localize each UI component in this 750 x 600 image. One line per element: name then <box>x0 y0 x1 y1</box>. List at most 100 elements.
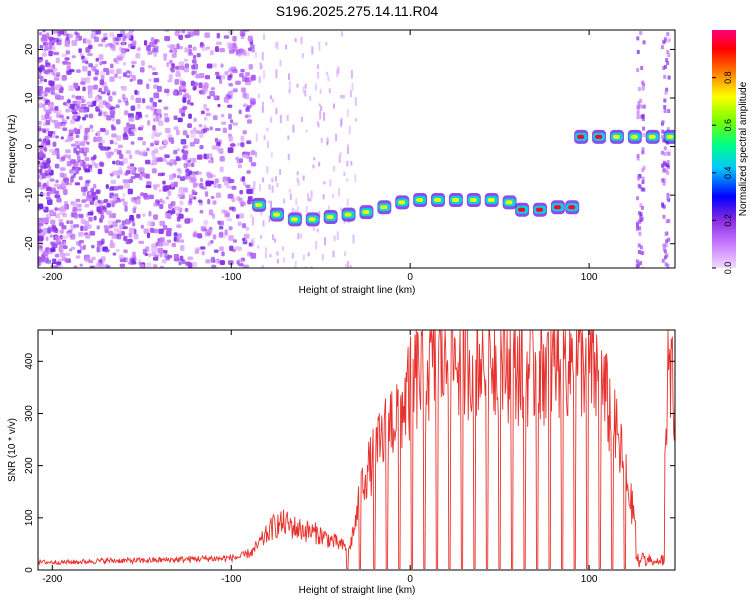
noise-cell <box>663 74 667 79</box>
noise-cell <box>637 183 641 188</box>
noise-cell <box>145 105 151 110</box>
noise-cell <box>663 255 667 260</box>
noise-cell <box>660 150 664 155</box>
noise-cell <box>184 92 189 99</box>
noise-cell <box>87 211 94 216</box>
noise-cell <box>354 97 357 106</box>
noise-cell <box>78 147 85 154</box>
ridge-peak <box>451 198 459 202</box>
noise-cell <box>264 251 267 259</box>
noise-cell <box>276 182 279 188</box>
noise-cell <box>642 133 646 138</box>
noise-cell <box>199 41 204 47</box>
noise-cell <box>38 229 43 233</box>
noise-cell <box>182 145 186 149</box>
noise-cell <box>100 91 106 95</box>
noise-cell <box>176 168 182 172</box>
noise-cell <box>341 31 344 37</box>
noise-cell <box>54 105 59 111</box>
noise-cell <box>148 194 154 200</box>
noise-cell <box>218 148 224 154</box>
noise-cell <box>96 246 100 253</box>
noise-cell <box>45 99 50 103</box>
noise-cell <box>75 69 81 73</box>
noise-cell <box>42 228 48 234</box>
noise-cell <box>167 44 173 48</box>
noise-cell <box>187 123 192 129</box>
noise-cell <box>176 148 181 152</box>
noise-cell <box>185 168 190 173</box>
noise-cell <box>38 247 44 253</box>
noise-cell <box>191 157 197 163</box>
x-tick-label: 0 <box>407 574 413 585</box>
noise-cell <box>240 68 245 73</box>
noise-cell <box>203 103 208 110</box>
noise-cell <box>73 265 78 268</box>
noise-cell <box>152 256 159 261</box>
noise-cell <box>158 241 164 247</box>
noise-cell <box>209 90 215 97</box>
noise-cell <box>82 116 86 121</box>
noise-cell <box>65 180 69 186</box>
noise-cell <box>182 154 188 160</box>
noise-cell <box>176 175 181 179</box>
noise-cell <box>637 101 641 106</box>
noise-cell <box>65 259 72 264</box>
noise-cell <box>241 223 247 229</box>
noise-cell <box>134 199 141 205</box>
noise-cell <box>182 150 189 155</box>
noise-cell <box>642 82 646 87</box>
noise-cell <box>641 114 645 119</box>
noise-cell <box>193 138 200 144</box>
noise-cell <box>151 150 155 156</box>
snr-xlabel: Height of straight line (km) <box>299 585 416 596</box>
noise-cell <box>47 169 51 173</box>
noise-cell <box>219 155 225 162</box>
noise-cell <box>250 150 256 156</box>
noise-cell <box>103 32 108 38</box>
noise-cell <box>137 114 143 119</box>
noise-cell <box>663 249 667 254</box>
noise-cell <box>59 206 66 212</box>
noise-cell <box>193 30 200 36</box>
noise-cell <box>635 259 639 264</box>
noise-cell <box>354 174 357 183</box>
noise-cell <box>211 145 217 150</box>
ridge-peak <box>344 212 352 217</box>
x-tick-label: 100 <box>581 574 598 585</box>
noise-cell <box>297 181 300 186</box>
noise-cell <box>45 119 51 126</box>
noise-cell <box>327 76 330 82</box>
noise-cell <box>287 135 290 140</box>
noise-cell <box>88 216 93 222</box>
noise-cell <box>75 255 81 259</box>
noise-cell <box>203 220 209 225</box>
noise-cell <box>179 255 184 262</box>
noise-cell <box>126 33 132 39</box>
snr-axes: -200 -100 0 100 0 100 200 300 400 <box>24 330 675 585</box>
noise-cell <box>38 235 44 242</box>
noise-cell <box>216 141 221 147</box>
noise-cell <box>163 139 168 145</box>
y-tick-label: -20 <box>24 236 35 251</box>
noise-cell <box>137 79 143 85</box>
noise-cell <box>57 123 62 129</box>
noise-cell <box>76 100 81 105</box>
noise-cell <box>269 95 272 100</box>
noise-cell <box>228 68 234 73</box>
noise-cell <box>320 105 323 111</box>
noise-cell <box>59 241 64 248</box>
noise-cell <box>174 78 179 85</box>
noise-cell <box>661 178 665 183</box>
noise-cell <box>194 81 198 87</box>
noise-cell <box>96 225 100 230</box>
ridge-peak <box>398 200 406 205</box>
noise-cell <box>108 95 113 102</box>
noise-cell <box>155 241 160 247</box>
noise-cell <box>240 49 247 56</box>
noise-cell <box>199 132 204 138</box>
noise-cell <box>232 248 236 253</box>
noise-cell <box>104 146 110 151</box>
noise-cell <box>636 156 640 161</box>
noise-cell <box>93 184 97 189</box>
